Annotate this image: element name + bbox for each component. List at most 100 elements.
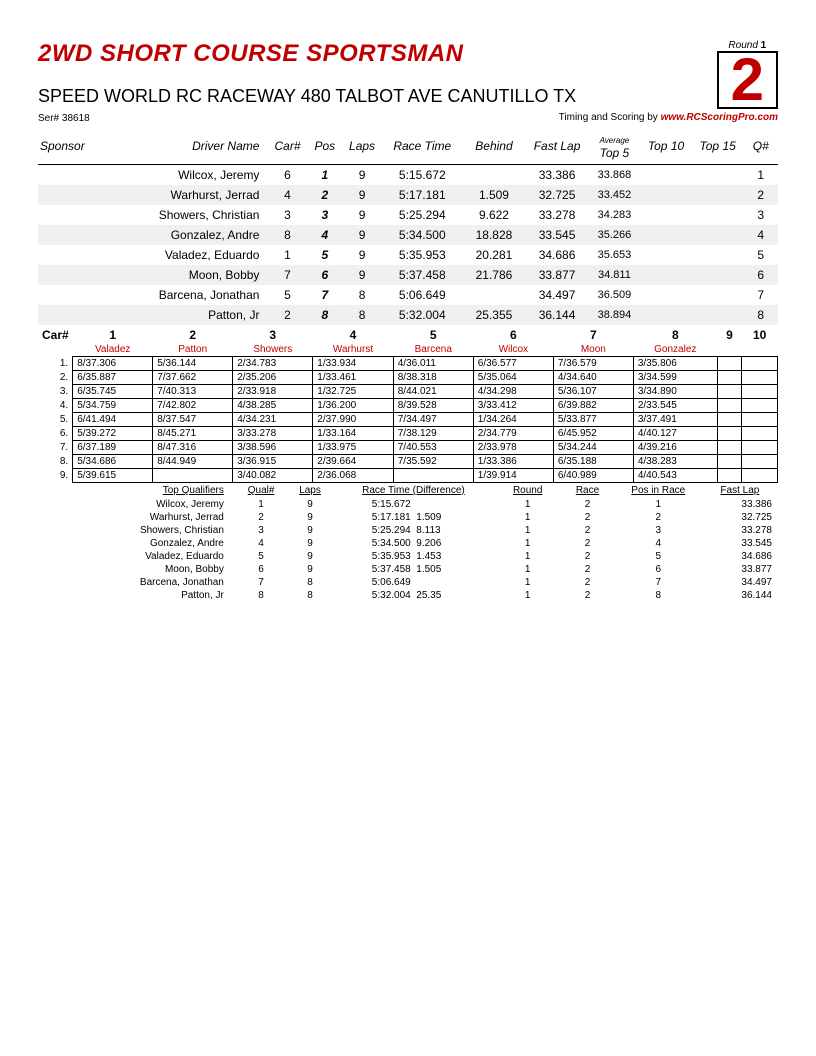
tq-pir: 3 [615, 524, 702, 537]
lap-cell: 2/34.783 [233, 357, 313, 371]
lap-num: 2. [38, 371, 73, 385]
lap-num: 1. [38, 357, 73, 371]
cell-t5: 35.266 [589, 225, 641, 245]
cell-driver: Wilcox, Jeremy [118, 165, 267, 186]
cell-rt: 5:37.458 [382, 265, 462, 285]
results-table: Sponsor Driver Name Car# Pos Laps Race T… [38, 128, 778, 325]
tq-fl: 36.144 [702, 589, 778, 602]
lap-cell: 6/45.952 [553, 427, 633, 441]
tq-round: 1 [495, 589, 560, 602]
cell-fl: 34.686 [526, 245, 589, 265]
tq-fl: 33.545 [702, 537, 778, 550]
cell-car: 5 [267, 285, 307, 305]
lap-driver-row: ValadezPattonShowersWarhurstBarcenaWilco… [38, 343, 778, 357]
lap-cell: 2/36.068 [313, 469, 393, 483]
results-row: Wilcox, Jeremy6195:15.67233.38633.8681 [38, 165, 778, 186]
tq-race: 2 [560, 511, 614, 524]
tq-name: Valadez, Eduardo [38, 550, 234, 563]
cell-laps: 8 [342, 285, 382, 305]
lap-car-num: 4 [313, 327, 393, 343]
lap-cell: 7/34.497 [393, 413, 473, 427]
lap-cell [717, 441, 742, 455]
tq-col-pir: Pos in Race [615, 483, 702, 498]
lap-cell [717, 399, 742, 413]
cell-t5: 34.811 [589, 265, 641, 285]
lap-cell: 4/38.285 [233, 399, 313, 413]
lap-row: 3.6/35.7457/40.3132/33.9181/32.7258/44.0… [38, 385, 778, 399]
lap-cell: 5/36.144 [153, 357, 233, 371]
lap-cell: 4/36.011 [393, 357, 473, 371]
lap-cell [742, 371, 778, 385]
tq-laps: 9 [288, 524, 332, 537]
lap-row: 6.5/39.2728/45.2713/33.2781/33.1647/38.1… [38, 427, 778, 441]
lap-driver-name: Patton [153, 343, 233, 357]
tq-name: Barcena, Jonathan [38, 576, 234, 589]
cell-laps: 9 [342, 165, 382, 186]
cell-behind: 1.509 [462, 185, 525, 205]
col-car: Car# [267, 128, 307, 165]
tq-name: Warhurst, Jerrad [38, 511, 234, 524]
col-sponsor: Sponsor [38, 128, 118, 165]
cell-driver: Warhurst, Jerrad [118, 185, 267, 205]
lap-cell: 4/40.127 [633, 427, 717, 441]
cell-fl: 36.144 [526, 305, 589, 325]
lap-cell [742, 455, 778, 469]
lap-cell: 2/35.206 [233, 371, 313, 385]
lap-cell [742, 399, 778, 413]
tq-row: Showers, Christian395:25.294 8.11312333.… [38, 524, 778, 537]
lap-cell: 3/36.915 [233, 455, 313, 469]
tq-pir: 1 [615, 498, 702, 511]
lap-row: 5.6/41.4948/37.5474/34.2312/37.9907/34.4… [38, 413, 778, 427]
results-row: Valadez, Eduardo1595:35.95320.28134.6863… [38, 245, 778, 265]
tq-q: 7 [234, 576, 288, 589]
tq-row: Warhurst, Jerrad295:17.181 1.50912232.72… [38, 511, 778, 524]
tq-round: 1 [495, 563, 560, 576]
tq-laps: 9 [288, 498, 332, 511]
lap-cell: 1/39.914 [473, 469, 553, 483]
results-row: Patton, Jr2885:32.00425.35536.14438.8948 [38, 305, 778, 325]
lap-driver-name: Moon [553, 343, 633, 357]
lap-car-num: 9 [717, 327, 742, 343]
lap-driver-name: Gonzalez [633, 343, 717, 357]
lap-cell: 3/34.599 [633, 371, 717, 385]
cell-t5: 33.452 [589, 185, 641, 205]
cell-driver: Valadez, Eduardo [118, 245, 267, 265]
lap-driver-name: Valadez [73, 343, 153, 357]
tq-row: Moon, Bobby695:37.458 1.50512633.877 [38, 563, 778, 576]
lap-cell: 3/34.890 [633, 385, 717, 399]
cell-rt: 5:34.500 [382, 225, 462, 245]
cell-q: 5 [743, 245, 778, 265]
cell-driver: Barcena, Jonathan [118, 285, 267, 305]
cell-pos: 5 [308, 245, 342, 265]
lap-cell: 3/33.278 [233, 427, 313, 441]
cell-behind: 25.355 [462, 305, 525, 325]
lap-cell: 8/45.271 [153, 427, 233, 441]
tq-laps: 9 [288, 550, 332, 563]
lap-cell: 2/39.664 [313, 455, 393, 469]
results-header-row: Sponsor Driver Name Car# Pos Laps Race T… [38, 128, 778, 165]
tq-race: 2 [560, 563, 614, 576]
tq-round: 1 [495, 511, 560, 524]
cell-t5: 33.868 [589, 165, 641, 186]
lap-cell [717, 413, 742, 427]
tq-race: 2 [560, 524, 614, 537]
venue-line: SPEED WORLD RC RACEWAY 480 TALBOT AVE CA… [38, 86, 778, 107]
lap-num: 3. [38, 385, 73, 399]
cell-q: 1 [743, 165, 778, 186]
lap-cell: 1/33.975 [313, 441, 393, 455]
lap-cell: 8/39.528 [393, 399, 473, 413]
lap-cell: 5/34.759 [73, 399, 153, 413]
lap-cell: 2/33.978 [473, 441, 553, 455]
cell-driver: Patton, Jr [118, 305, 267, 325]
cell-laps: 9 [342, 205, 382, 225]
timing-link[interactable]: www.RCScoringPro.com [661, 112, 778, 123]
lap-cell: 5/39.272 [73, 427, 153, 441]
lap-cell: 4/40.543 [633, 469, 717, 483]
tq-race: 2 [560, 498, 614, 511]
tq-pir: 6 [615, 563, 702, 576]
lap-cell: 8/38.318 [393, 371, 473, 385]
lap-row: 7.6/37.1898/47.3163/38.5961/33.9757/40.5… [38, 441, 778, 455]
lap-row: 4.5/34.7597/42.8024/38.2851/36.2008/39.5… [38, 399, 778, 413]
lap-cell: 3/38.596 [233, 441, 313, 455]
tq-laps: 9 [288, 563, 332, 576]
